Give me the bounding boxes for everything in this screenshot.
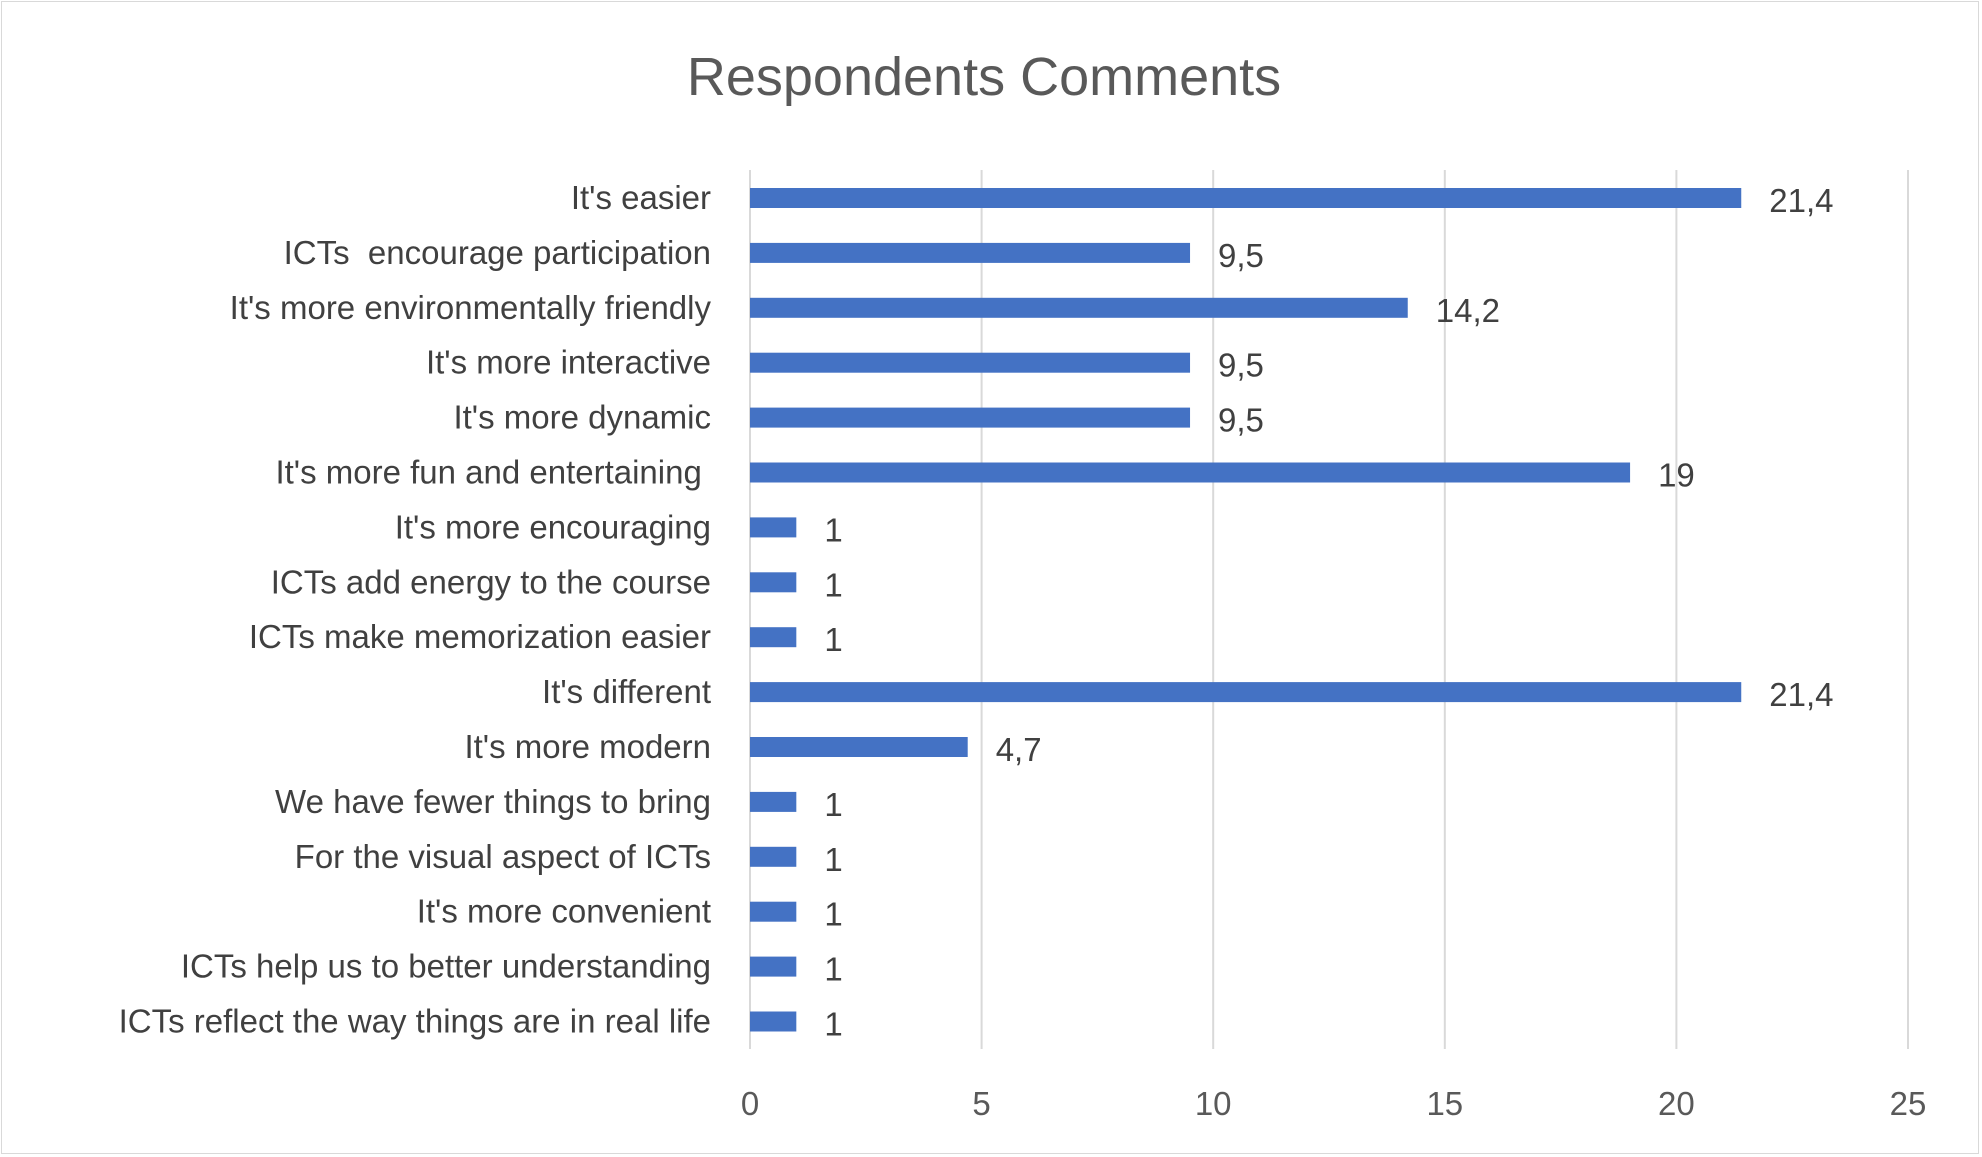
bar	[750, 901, 797, 922]
category-label: It's easier	[571, 179, 711, 216]
x-tick-label: 10	[1195, 1085, 1232, 1122]
bar	[750, 682, 1742, 703]
category-label: It's more interactive	[426, 344, 711, 381]
category-label: It's more encouraging	[395, 508, 711, 545]
bar	[750, 956, 797, 977]
bars	[750, 188, 1742, 1032]
bar	[750, 846, 797, 867]
category-label: ICTs add energy to the course	[271, 563, 711, 600]
bar	[750, 242, 1191, 263]
bar	[750, 462, 1631, 483]
category-label: It's more modern	[464, 728, 711, 765]
category-labels: It's easier ICTs encourage participation I…	[119, 179, 712, 1040]
category-label: ICTs reflect the way things are in real …	[119, 1003, 711, 1040]
category-label: We have fewer things to bring	[275, 783, 711, 820]
bar	[750, 517, 797, 538]
bar	[750, 1011, 797, 1032]
data-label: 14,2	[1436, 292, 1500, 329]
bar	[750, 297, 1408, 318]
data-label: 21,4	[1769, 182, 1833, 219]
data-labels: 21,4 9,5 14,2 9,5 9,5 19 1 1 1 21,4 4,7 1 1 1 1 1	[824, 182, 1833, 1043]
bar	[750, 352, 1191, 373]
data-label: 1	[824, 621, 842, 658]
category-label: ICTs make memorization easier	[249, 618, 711, 655]
bar	[750, 737, 968, 757]
data-label: 1	[824, 511, 842, 548]
category-label: For the visual aspect of ICTs	[295, 838, 711, 875]
x-tick-label: 15	[1426, 1085, 1463, 1122]
category-label: It's more dynamic	[453, 399, 711, 436]
bar	[750, 791, 797, 812]
category-label: It's different	[542, 673, 711, 710]
x-axis-ticks: 0 5 10 15 20 25	[741, 1085, 1927, 1122]
data-label: 1	[824, 1006, 842, 1043]
bar	[750, 407, 1191, 428]
bar	[750, 572, 797, 593]
data-label: 21,4	[1769, 676, 1833, 713]
category-label: It's more fun and entertaining	[275, 454, 711, 491]
data-label: 1	[824, 896, 842, 933]
chart-title: Respondents Comments	[687, 47, 1281, 107]
x-tick-label: 0	[741, 1085, 759, 1122]
data-label: 9,5	[1218, 347, 1264, 384]
category-label: It's more convenient	[417, 893, 711, 930]
x-tick-label: 20	[1658, 1085, 1695, 1122]
category-label: ICTs encourage participation	[284, 234, 711, 271]
data-label: 4,7	[996, 731, 1042, 768]
bar	[750, 188, 1742, 208]
data-label: 1	[824, 841, 842, 878]
data-label: 1	[824, 786, 842, 823]
x-tick-label: 5	[972, 1085, 990, 1122]
x-tick-label: 25	[1890, 1085, 1927, 1122]
category-label: ICTs help us to better understanding	[181, 948, 711, 985]
data-label: 19	[1658, 457, 1695, 494]
data-label: 9,5	[1218, 402, 1264, 439]
category-label: It's more environmentally friendly	[230, 289, 712, 326]
data-label: 1	[824, 951, 842, 988]
data-label: 9,5	[1218, 237, 1264, 274]
data-label: 1	[824, 566, 842, 603]
bar	[750, 627, 797, 648]
